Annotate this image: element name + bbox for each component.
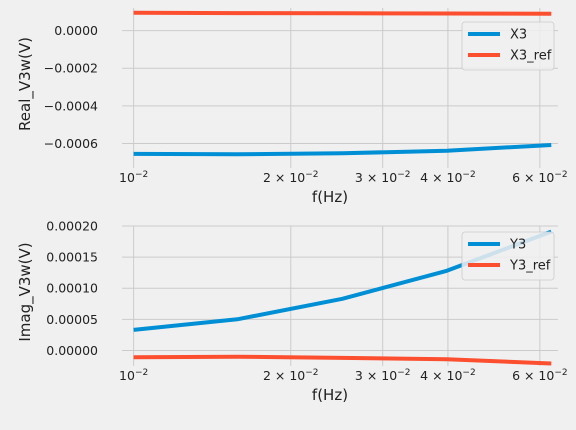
legend-label-Y3_ref: Y3_ref [509,259,551,274]
y-tick-label: 0.0000 [54,23,98,38]
legend: X3 X3_ref [461,21,555,71]
y-tick-label: 0.00015 [46,250,98,265]
subplot-2: 0.00000 0.00005 0.00010 0.00015 0.00020 10−2 2… [16,219,568,405]
y-tick-label: −0.0006 [44,136,98,151]
subplot-1: 0.0000 −0.0002 −0.0004 −0.0006 10−2 2 × 10−2 3… [16,8,568,206]
x-axis-label: f(Hz) [312,188,348,206]
series-line-X3_ref [133,10,552,16]
series-line-X3 [133,143,552,157]
y-tick-label: 0.00010 [46,281,98,296]
x-tick-label: 2 × 10−2 [263,368,319,383]
y-axis-label: Imag_V3w(V) [16,242,35,341]
legend: Y3 Y3_ref [461,231,555,281]
x-tick-label: 3 × 10−2 [355,170,411,185]
x-tick-label: 6 × 10−2 [512,170,568,185]
x-tick-label: 6 × 10−2 [512,368,568,383]
legend-label-Y3: Y3 [509,238,526,253]
x-tick-label: 10−2 [119,368,148,383]
y-tick-label: −0.0004 [44,98,98,113]
x-tick-label: 3 × 10−2 [355,368,411,383]
series-line-Y3_ref [133,354,552,366]
y-axis-label: Real_V3w(V) [16,37,35,131]
x-tick-label: 10−2 [119,170,148,185]
x-tick-label: 4 × 10−2 [420,368,476,383]
y-tick-label: −0.0002 [44,61,98,76]
y-tick-label: 0.00020 [46,219,98,234]
x-tick-label: 2 × 10−2 [263,170,319,185]
y-tick-label: 0.00000 [46,343,98,358]
x-tick-label: 4 × 10−2 [420,170,476,185]
legend-label-X3_ref: X3_ref [510,49,552,64]
x-axis-label: f(Hz) [312,386,348,404]
y-tick-label: 0.00005 [46,312,98,327]
legend-label-X3: X3 [510,28,527,43]
